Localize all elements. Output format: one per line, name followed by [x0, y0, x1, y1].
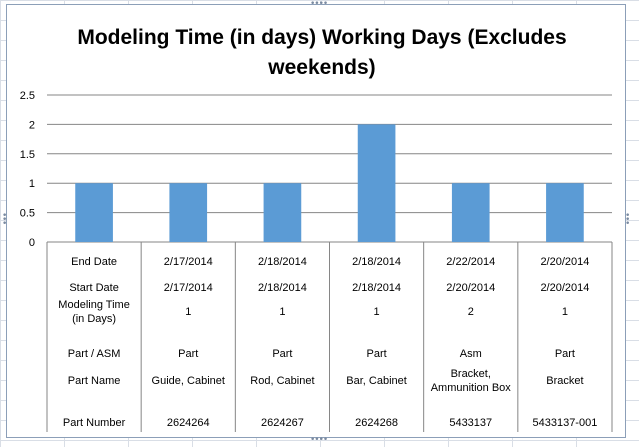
- bar: [451, 183, 490, 242]
- table-cell: 2: [468, 306, 474, 318]
- table-cell: 2/20/2014: [446, 282, 495, 294]
- table-cell: Part: [366, 348, 386, 360]
- table-row-label: Part Name: [68, 375, 121, 387]
- bar: [546, 183, 584, 242]
- bar: [263, 183, 302, 242]
- table-cell: 2/17/2014: [164, 282, 213, 294]
- table-cell: 1: [374, 306, 380, 318]
- table-cell: 1: [185, 306, 191, 318]
- table-cell: Bar, Cabinet: [346, 375, 407, 387]
- table-cell: 2/18/2014: [258, 256, 307, 268]
- table-row-label: Part Number: [63, 417, 126, 429]
- resize-handle-top[interactable]: ••••: [310, 0, 328, 9]
- table-row-label: End Date: [71, 256, 117, 268]
- table-cell: 2624264: [167, 417, 210, 429]
- table-cell: 1: [279, 306, 285, 318]
- table-cell: 2/22/2014: [446, 256, 495, 268]
- table-cell: Part: [272, 348, 292, 360]
- table-row-label: Start Date: [69, 282, 119, 294]
- table-cell: 2/18/2014: [352, 256, 401, 268]
- y-tick-label: 0: [29, 237, 35, 249]
- resize-handle-bottom[interactable]: ••••: [310, 435, 328, 445]
- table-cell: 2/20/2014: [540, 282, 589, 294]
- table-cell: Part: [178, 348, 198, 360]
- table-cell: 2/20/2014: [540, 256, 589, 268]
- table-cell: 2624268: [355, 417, 398, 429]
- y-tick-label: 2.5: [20, 90, 35, 102]
- table-cell: 5433137-001: [532, 417, 597, 429]
- table-cell: 2624267: [261, 417, 304, 429]
- table-cell: 5433137: [449, 417, 492, 429]
- y-tick-label: 1.5: [20, 149, 35, 161]
- table-cell: 2/18/2014: [258, 282, 307, 294]
- table-row-label: (in Days): [72, 313, 116, 325]
- table-cell: Ammunition Box: [431, 382, 512, 394]
- y-tick-label: 1: [29, 178, 35, 190]
- table-cell: 2/17/2014: [164, 256, 213, 268]
- resize-handle-left[interactable]: • • •: [2, 211, 7, 229]
- y-tick-label: 2: [29, 119, 35, 131]
- table-cell: 2/18/2014: [352, 282, 401, 294]
- table-cell: Guide, Cabinet: [152, 375, 225, 387]
- table-cell: Bracket,: [451, 368, 491, 380]
- bar: [75, 183, 113, 242]
- y-tick-label: 0.5: [20, 208, 35, 220]
- table-row-label: Part / ASM: [68, 348, 121, 360]
- table-cell: Rod, Cabinet: [250, 375, 314, 387]
- table-row-label: Modeling Time: [58, 299, 130, 311]
- table-cell: Asm: [460, 348, 482, 360]
- resize-handle-right[interactable]: • • •: [625, 211, 630, 229]
- chart-title: Modeling Time (in days) Working Days (Ex…: [77, 26, 567, 79]
- table-cell: Bracket: [546, 375, 583, 387]
- bar: [169, 183, 208, 242]
- table-cell: 1: [562, 306, 568, 318]
- bar: [357, 124, 396, 242]
- table-cell: Part: [555, 348, 575, 360]
